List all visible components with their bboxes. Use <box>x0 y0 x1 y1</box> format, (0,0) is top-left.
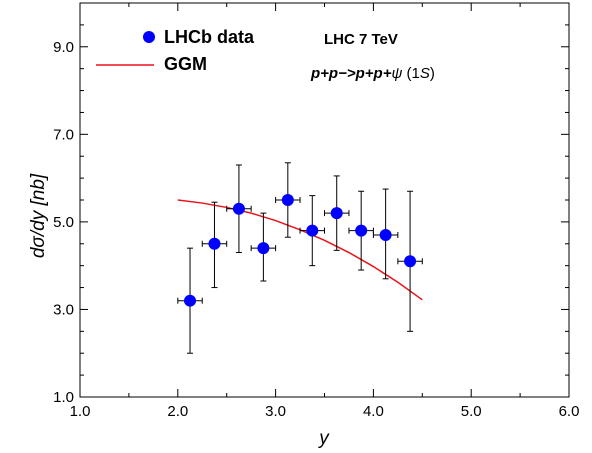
y-tick-label: 9.0 <box>53 39 74 56</box>
y-axis-title: dσ/dy [nb] <box>28 173 49 258</box>
process-suffix-s: S <box>420 65 430 82</box>
y-tick-label: 7.0 <box>53 126 74 143</box>
axis-ticks <box>79 2 570 398</box>
x-tick-label: 2.0 <box>167 403 188 420</box>
data-marker <box>281 194 294 206</box>
process-psi: ψ <box>391 65 402 82</box>
y-tick-label: 1.0 <box>53 389 74 406</box>
data-point <box>299 195 325 267</box>
data-point <box>275 162 301 238</box>
data-point <box>177 247 203 354</box>
data-marker <box>208 237 221 250</box>
data-point <box>324 175 350 251</box>
legend-marker-lhcb <box>143 31 155 43</box>
process-prefix: p+p−>p+p+ <box>310 65 392 82</box>
data-marker <box>330 207 343 220</box>
energy-annotation: LHC 7 TeV <box>324 31 398 48</box>
data-point <box>372 188 399 280</box>
y-tick-label: 5.0 <box>53 214 74 231</box>
legend-label-lhcb: LHCb data <box>164 27 255 47</box>
data-marker <box>257 242 270 255</box>
data-marker <box>232 202 245 215</box>
x-tick-label: 6.0 <box>559 403 580 420</box>
x-tick-label: 1.0 <box>70 403 91 420</box>
data-points-group <box>177 162 423 354</box>
legend-label-ggm: GGM <box>164 54 207 74</box>
x-axis-title: y <box>317 428 330 449</box>
data-marker <box>379 229 392 242</box>
data-point <box>226 164 252 254</box>
process-annotation: p+p−>p+p+ψ (1S) <box>310 65 435 82</box>
legend: LHCb data GGM <box>96 27 255 74</box>
x-tick-label: 4.0 <box>363 403 384 420</box>
data-marker <box>184 294 197 307</box>
x-tick-label: 3.0 <box>265 403 286 420</box>
data-marker <box>404 255 417 268</box>
data-point <box>201 201 228 289</box>
plot-frame <box>79 2 570 398</box>
data-marker <box>306 224 319 237</box>
data-point <box>250 212 277 282</box>
process-suffix-b: ) <box>430 65 435 82</box>
data-point <box>397 190 423 332</box>
axis-tick-labels: 1.0 2.0 3.0 4.0 5.0 6.0 1.0 3.0 5.0 7.0 9.0 <box>53 39 579 420</box>
data-point <box>348 190 374 271</box>
process-suffix-a: (1 <box>402 65 420 82</box>
data-marker <box>355 224 368 237</box>
x-tick-label: 5.0 <box>461 403 482 420</box>
y-tick-label: 3.0 <box>53 301 74 318</box>
